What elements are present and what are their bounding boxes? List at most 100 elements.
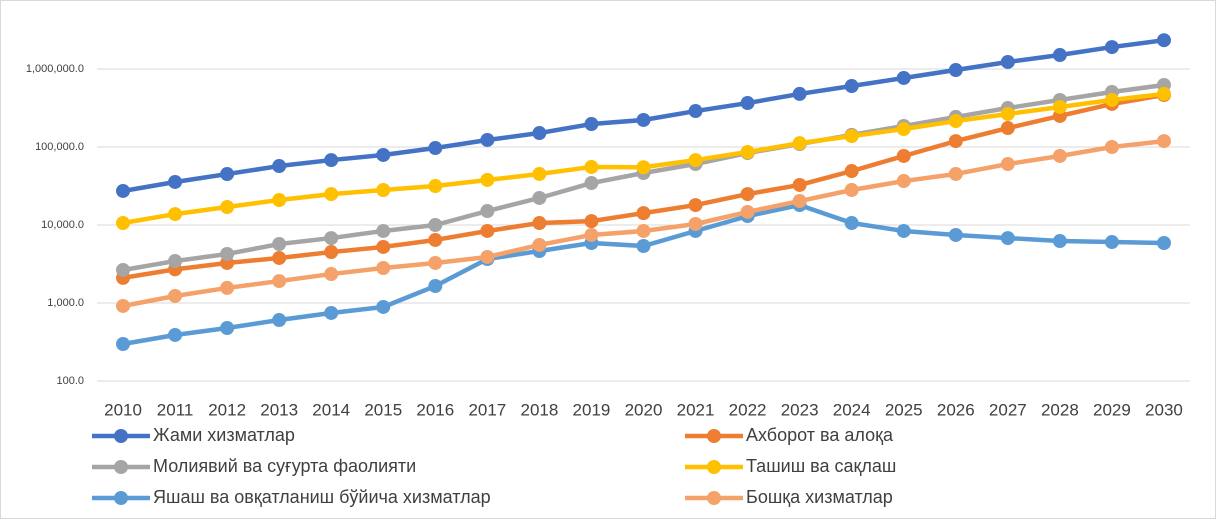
- data-point: [1156, 86, 1171, 101]
- data-point: [584, 159, 599, 174]
- data-point: [376, 239, 391, 254]
- data-point: [1052, 99, 1067, 114]
- data-point: [948, 227, 963, 242]
- data-point: [376, 223, 391, 238]
- data-point: [428, 255, 443, 270]
- data-point: [792, 136, 807, 151]
- data-point: [740, 96, 755, 111]
- data-point: [116, 298, 131, 313]
- x-tick-label: 2018: [520, 400, 558, 419]
- data-point: [220, 321, 235, 336]
- data-point: [844, 129, 859, 144]
- data-point: [1104, 40, 1119, 55]
- data-point: [688, 216, 703, 231]
- data-point: [896, 70, 911, 85]
- data-point: [532, 237, 547, 252]
- data-point: [688, 153, 703, 168]
- data-point: [376, 183, 391, 198]
- data-point: [532, 216, 547, 231]
- data-point: [116, 262, 131, 277]
- x-tick-label: 2028: [1041, 400, 1079, 419]
- data-point: [324, 153, 339, 168]
- data-point: [532, 190, 547, 205]
- legend-label: Яшаш ва овқатланиш бўйича хизматлар: [153, 487, 491, 507]
- x-tick-label: 2014: [312, 400, 350, 419]
- data-point: [376, 147, 391, 162]
- data-point: [220, 200, 235, 215]
- data-point: [1104, 235, 1119, 250]
- x-tick-label: 2024: [833, 400, 871, 419]
- data-point: [948, 63, 963, 78]
- data-point: [688, 104, 703, 119]
- data-point: [324, 231, 339, 246]
- data-point: [220, 167, 235, 182]
- data-point: [532, 126, 547, 141]
- data-point: [948, 134, 963, 149]
- data-point: [1000, 121, 1015, 136]
- data-point: [116, 337, 131, 352]
- data-point: [480, 172, 495, 187]
- data-point: [948, 114, 963, 129]
- data-point: [168, 174, 183, 189]
- data-point: [896, 122, 911, 137]
- data-point: [584, 214, 599, 229]
- legend-label: Жами хизматлар: [153, 425, 295, 445]
- x-tick-label: 2029: [1093, 400, 1131, 419]
- data-point: [480, 223, 495, 238]
- x-tick-label: 2027: [989, 400, 1027, 419]
- x-tick-label: 2012: [208, 400, 246, 419]
- data-point: [792, 86, 807, 101]
- data-point: [1052, 48, 1067, 63]
- legend-label: Бошқа хизматлар: [746, 487, 893, 507]
- x-tick-label: 2021: [677, 400, 715, 419]
- data-point: [272, 237, 287, 252]
- data-point: [480, 204, 495, 219]
- x-tick-label: 2020: [625, 400, 663, 419]
- data-point: [1052, 234, 1067, 249]
- data-point: [272, 313, 287, 328]
- data-point: [220, 280, 235, 295]
- data-point: [376, 261, 391, 276]
- legend-marker: [114, 460, 128, 474]
- x-tick-label: 2019: [573, 400, 611, 419]
- x-tick-label: 2025: [885, 400, 923, 419]
- data-point: [740, 144, 755, 159]
- data-point: [116, 216, 131, 231]
- data-point: [376, 299, 391, 314]
- data-point: [584, 227, 599, 242]
- legend-label: Ахборот ва алоқа: [746, 425, 894, 445]
- x-tick-label: 2017: [468, 400, 506, 419]
- data-point: [1156, 134, 1171, 149]
- data-point: [324, 245, 339, 260]
- data-point: [272, 250, 287, 265]
- data-point: [1156, 33, 1171, 48]
- data-point: [1052, 148, 1067, 163]
- data-point: [116, 183, 131, 198]
- data-point: [428, 232, 443, 247]
- data-point: [324, 187, 339, 202]
- data-point: [1104, 140, 1119, 154]
- x-tick-label: 2022: [729, 400, 767, 419]
- data-point: [844, 79, 859, 94]
- data-point: [428, 141, 443, 156]
- y-tick-label: 1,000.0: [47, 297, 84, 309]
- legend-label: Ташиш ва сақлаш: [746, 456, 896, 476]
- data-point: [428, 179, 443, 194]
- data-point: [1000, 106, 1015, 121]
- x-tick-label: 2015: [364, 400, 402, 419]
- x-tick-label: 2026: [937, 400, 975, 419]
- data-point: [636, 223, 651, 238]
- legend-marker: [707, 460, 721, 474]
- data-point: [272, 193, 287, 208]
- data-point: [636, 160, 651, 175]
- data-point: [844, 183, 859, 198]
- data-point: [896, 223, 911, 238]
- y-tick-label: 100.0: [56, 375, 84, 387]
- data-point: [636, 206, 651, 221]
- data-point: [896, 174, 911, 189]
- data-point: [480, 132, 495, 147]
- data-point: [948, 166, 963, 181]
- y-tick-label: 100,000.0: [35, 141, 84, 153]
- data-point: [428, 218, 443, 232]
